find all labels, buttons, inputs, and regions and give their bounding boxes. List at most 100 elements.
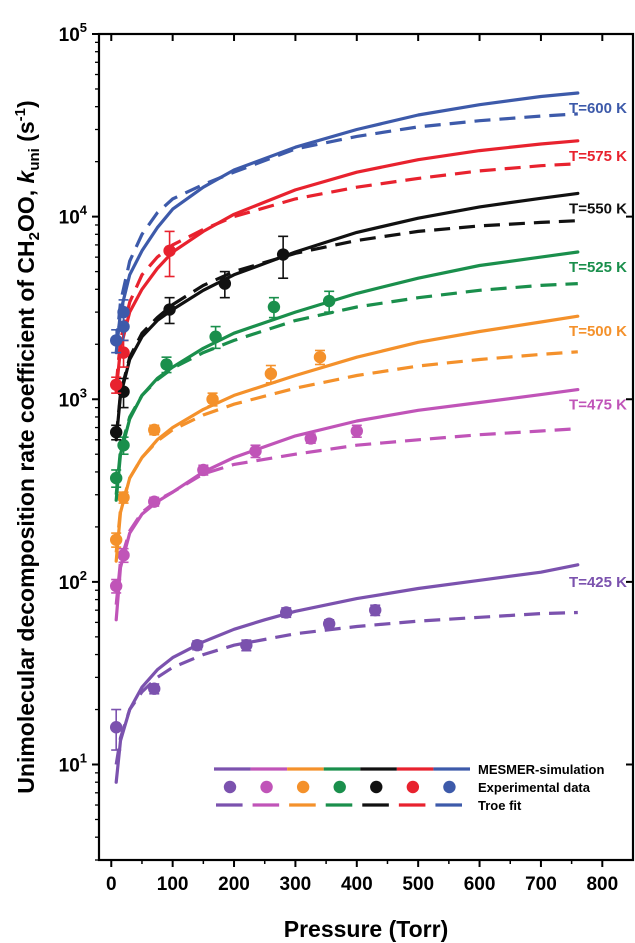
marker <box>276 248 290 261</box>
x-tick-label-100: 100 <box>157 874 189 895</box>
mesmer-line-425K <box>114 563 580 784</box>
marker <box>369 603 382 617</box>
data-point-550K-3 <box>163 296 176 325</box>
legend: MESMER-simulation Experimental data Troe… <box>214 762 604 813</box>
marker <box>322 294 336 308</box>
data-point-600K-3 <box>117 299 130 328</box>
data-point-475K-4 <box>197 463 210 477</box>
marker <box>267 300 281 314</box>
x-tick-label-800: 800 <box>586 874 618 895</box>
marker <box>148 495 161 508</box>
mesmer-line-575K <box>114 139 580 394</box>
data-point-600K-1 <box>109 329 123 354</box>
data-point-425K-5 <box>280 606 293 619</box>
legend-label-troe: Troe fit <box>478 798 522 813</box>
data-point-500K-1 <box>109 532 123 548</box>
troe-line-500K <box>114 350 578 553</box>
data-point-500K-6 <box>313 349 327 366</box>
x-tick-label-0: 0 <box>106 874 117 895</box>
mesmer-line-600K <box>114 91 580 355</box>
x-tick-label-600: 600 <box>464 874 496 895</box>
legend-marker <box>223 780 237 794</box>
data-point-575K-1 <box>109 376 123 394</box>
marker <box>280 606 293 619</box>
series-475K: T=475 K <box>109 388 627 622</box>
marker <box>249 444 262 458</box>
y-tick-label-1e2: 102 <box>59 568 87 594</box>
series-425K: T=425 K <box>109 563 627 784</box>
marker <box>117 305 130 319</box>
data-point-425K-2 <box>148 682 161 695</box>
series-label-550K: T=550 K <box>569 200 627 217</box>
marker <box>218 277 232 290</box>
y-tick-label-1e5: 105 <box>59 20 87 46</box>
y-axis-title-part-2: OO, <box>13 183 39 232</box>
marker <box>160 358 173 371</box>
legend-markers <box>223 780 456 794</box>
data-point-500K-2 <box>117 491 130 504</box>
legend-marker <box>443 780 456 794</box>
mesmer-line-500K <box>114 314 580 563</box>
marker <box>117 346 130 359</box>
marker <box>322 617 336 630</box>
mesmer-line-525K <box>114 250 580 502</box>
x-tick-label-300: 300 <box>280 874 312 895</box>
marker <box>191 639 204 652</box>
y-axis-title-part-3: (s <box>13 121 39 148</box>
marker <box>109 334 123 347</box>
marker <box>109 579 123 593</box>
series-600K: T=600 K <box>109 91 627 355</box>
series-label-575K: T=575 K <box>569 148 627 165</box>
series-label-500K: T=500 K <box>569 323 627 340</box>
series-550K: T=550 K <box>109 191 627 442</box>
legend-marker <box>296 780 310 794</box>
y-axis-title-sup: -1 <box>12 108 29 121</box>
marker <box>163 244 176 257</box>
data-point-525K-4 <box>209 325 222 350</box>
marker <box>197 463 210 477</box>
y-axis-title-sub-uni: uni <box>26 148 43 171</box>
axes-ticks: 0 100 200 300 400 500 600 700 800 101 102 103 104 105 <box>59 20 633 895</box>
series-525K: T=525 K <box>109 250 627 502</box>
series-575K: T=575 K <box>109 139 627 394</box>
troe-line-425K <box>114 610 578 765</box>
y-tick-label-1e3: 103 <box>59 385 87 411</box>
marker <box>109 378 123 391</box>
data-point-525K-3 <box>160 356 173 374</box>
data-point-525K-1 <box>109 469 123 488</box>
data-point-575K-3 <box>163 230 176 278</box>
data-point-475K-3 <box>148 495 161 508</box>
marker <box>109 426 123 439</box>
marker <box>109 533 123 546</box>
data-point-500K-3 <box>148 423 161 437</box>
data-point-500K-4 <box>206 392 219 407</box>
data-point-475K-5 <box>249 444 262 459</box>
y-axis-title: Unimolecular decomposition rate coeffici… <box>12 100 43 793</box>
marker <box>109 471 123 485</box>
x-axis-title: Pressure (Torr) <box>284 916 448 942</box>
data-point-425K-6 <box>322 617 336 630</box>
troe-line-550K <box>114 219 578 438</box>
marker <box>148 682 161 695</box>
troe-line-525K <box>114 282 578 495</box>
legend-marker <box>370 780 383 794</box>
legend-label-mesmer: MESMER-simulation <box>478 762 604 777</box>
y-axis-title-part-1: Unimolecular decomposition rate coeffici… <box>13 240 39 793</box>
troe-line-575K <box>114 162 578 385</box>
marker <box>209 330 222 343</box>
marker <box>313 350 327 364</box>
y-axis-title-k: k <box>13 169 39 183</box>
data-point-550K-1 <box>109 424 123 441</box>
x-tick-label-700: 700 <box>525 874 557 895</box>
x-tick-label-200: 200 <box>218 874 250 895</box>
legend-marker <box>333 780 346 794</box>
marker <box>117 439 130 452</box>
y-tick-label-1e1: 101 <box>59 751 87 777</box>
plot-content: T=425 K T=475 K T=500 K T=525 K T=550 K T=575… <box>109 91 627 784</box>
marker <box>148 423 161 437</box>
data-point-475K-7 <box>350 424 363 438</box>
series-500K: T=500 K <box>109 314 627 563</box>
x-tick-label-500: 500 <box>402 874 434 895</box>
data-point-550K-4 <box>218 270 232 299</box>
series-label-475K: T=475 K <box>569 397 627 414</box>
